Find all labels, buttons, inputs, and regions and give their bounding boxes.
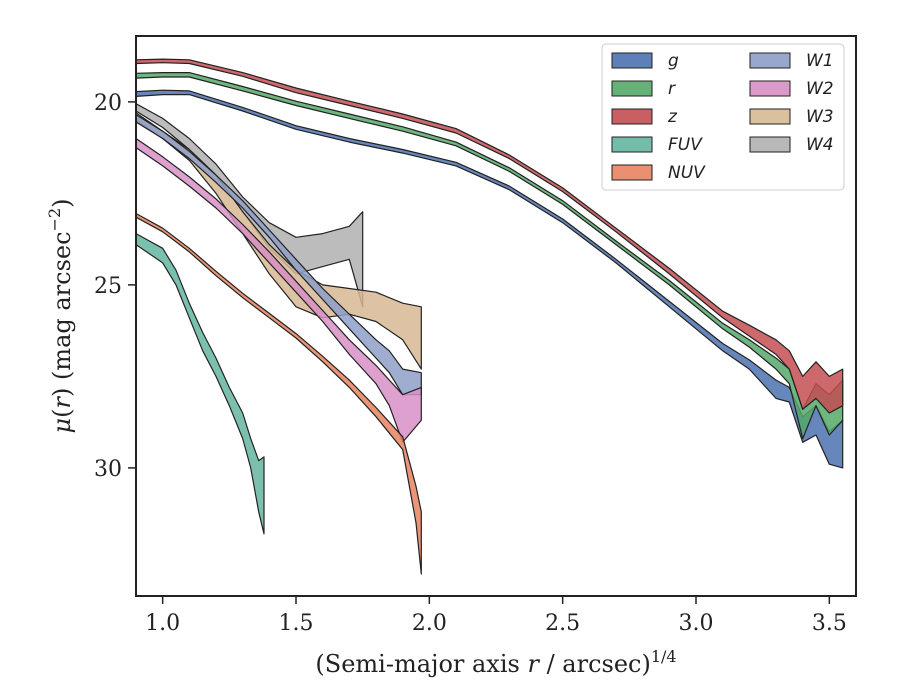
ticks-layer: 1.0 1.5 2.0 2.5 3.0 3.5 20 25 30 [94,91,847,636]
legend-label-w4: W4 [806,135,834,155]
legend-label-r: r [668,79,676,99]
legend: grz FUV NUV W1 W2 W3 W4 [601,43,845,191]
series-band-z [136,58,844,414]
x-tick-label: 1.0 [145,611,180,636]
series-band-w2 [136,137,422,443]
legend-swatch-fuv [611,136,653,153]
x-tick-label: 3.0 [679,611,714,636]
legend-swatch-w4 [749,136,791,153]
x-tick-label: 3.5 [812,611,847,636]
legend-swatch-r [611,80,653,97]
legend-swatch-w3 [749,108,791,125]
legend-swatch-z [611,108,653,125]
x-tick-label: 2.0 [412,611,447,636]
legend-label-fuv: FUV [668,135,703,155]
series-layer [136,58,844,575]
plot-frame [135,35,857,597]
series-band-nuv [136,212,422,575]
y-tick-label: 30 [94,457,122,482]
y-axis-label: μ(r) (mag arcsec−2) [45,198,76,433]
legend-label-z: z [667,107,678,127]
x-axis-label: (Semi-major axis r / arcsec)1/4 [315,647,676,678]
legend-label-nuv: NUV [668,163,706,183]
legend-swatch-w1 [749,52,791,69]
series-band-w3 [136,112,422,370]
y-tick-label: 20 [94,91,122,116]
legend-label-w1: W1 [806,51,834,71]
x-tick-label: 2.5 [545,611,580,636]
series-band-g [136,89,844,469]
series-band-r [136,72,844,440]
legend-swatch-g [611,52,653,69]
legend-label-w3: W3 [806,107,834,127]
legend-label-g: g [668,51,679,71]
series-band-fuv [136,233,265,535]
legend-swatch-w2 [749,80,791,97]
y-tick-label: 25 [94,274,122,299]
x-tick-label: 1.5 [279,611,314,636]
legend-swatch-nuv [611,164,653,181]
legend-label-w2: W2 [806,79,834,99]
